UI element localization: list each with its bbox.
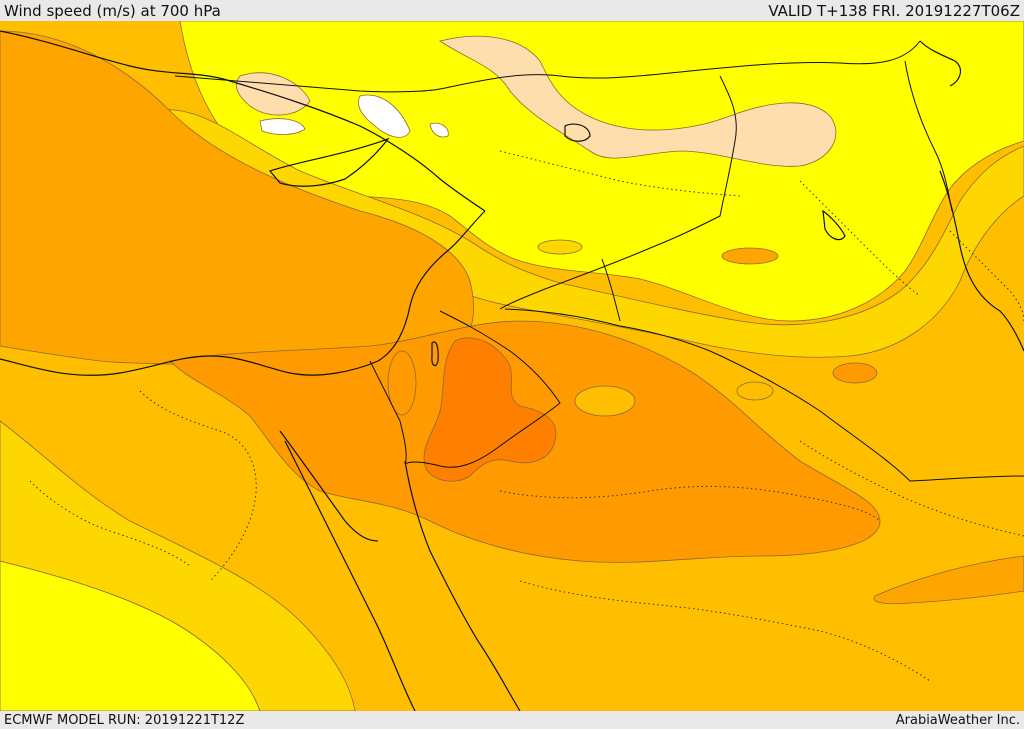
dead-sea <box>431 341 439 367</box>
wind-speed-map[interactable] <box>0 21 1024 711</box>
field-calm-patch-2 <box>259 118 306 135</box>
credit-label: ArabiaWeather Inc. <box>895 712 1020 728</box>
red-sea-west-coast <box>284 440 416 711</box>
jordan-iraq-border <box>601 258 621 322</box>
field-patch-saudi-1 <box>574 385 636 417</box>
admin-border-iraq-1 <box>499 150 741 197</box>
cyprus-coast <box>268 137 390 187</box>
caspian-coast <box>919 40 962 87</box>
valid-time: VALID T+138 FRI. 20191227T06Z <box>768 1 1020 20</box>
red-sea-east-coast <box>404 460 521 711</box>
map-title: Wind speed (m/s) at 700 hPa <box>4 1 221 20</box>
field-patch-saudi-2 <box>736 381 774 401</box>
admin-border-arabia-east <box>799 440 1024 537</box>
syria-iraq-border <box>499 75 737 310</box>
field-calm-patch-1 <box>358 94 411 138</box>
lake-tharthar <box>822 209 846 241</box>
field-level-5-core <box>423 337 557 482</box>
field-patch-jordan-west <box>387 350 417 416</box>
turkey-syria-border <box>174 40 921 93</box>
admin-border-libya <box>29 480 191 567</box>
field-patch-syria <box>537 239 583 255</box>
israel-egypt-border <box>369 360 407 465</box>
iran-iraq-border <box>904 60 953 212</box>
turkey-south-coast <box>0 30 486 212</box>
field-patch-gulf <box>832 362 878 384</box>
header-bar: Wind speed (m/s) at 700 hPa VALID T+138 … <box>0 0 1024 21</box>
iraq-saudi-border <box>504 308 1024 482</box>
field-level-3-west <box>0 30 474 383</box>
field-level-1-southwest <box>0 420 356 711</box>
field-low-turkey <box>439 35 837 167</box>
mediterranean-coast <box>0 210 486 376</box>
model-run: ECMWF MODEL RUN: 20191221T12Z <box>4 712 245 728</box>
gulf-of-suez-coast <box>279 430 379 542</box>
footer-bar: ECMWF MODEL RUN: 20191221T12Z ArabiaWeat… <box>0 711 1024 729</box>
lake-urmia <box>564 123 591 142</box>
field-level-3-southeast <box>873 555 1024 605</box>
field-calm-patch-3 <box>429 122 449 138</box>
map-canvas <box>0 21 1024 711</box>
admin-border-iran <box>949 230 1024 322</box>
field-patch-iran <box>721 247 779 265</box>
jordan-saudi-border <box>404 310 561 468</box>
